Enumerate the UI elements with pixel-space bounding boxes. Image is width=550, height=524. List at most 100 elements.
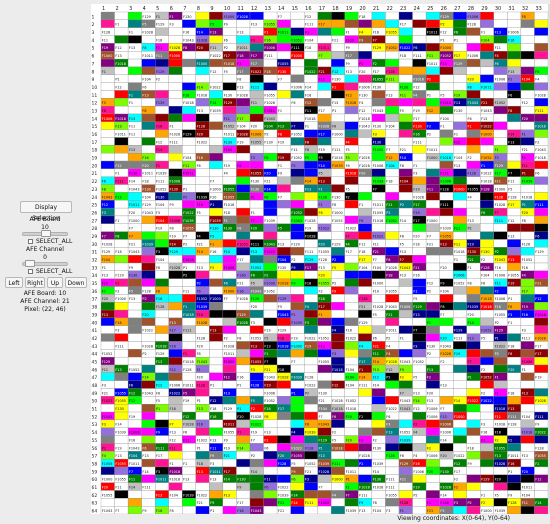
pixel-cell[interactable] (209, 419, 224, 428)
pixel-cell[interactable] (412, 278, 427, 287)
pixel-cell[interactable] (425, 35, 440, 44)
pixel-cell[interactable] (425, 419, 440, 428)
pixel-cell[interactable] (168, 98, 183, 107)
pixel-cell[interactable] (534, 239, 548, 248)
pixel-cell[interactable] (331, 341, 345, 350)
pixel-cell[interactable] (331, 333, 345, 342)
pixel-cell[interactable] (236, 458, 251, 468)
pixel-cell[interactable] (466, 419, 481, 428)
pixel-cell[interactable] (453, 11, 467, 20)
pixel-cell[interactable] (127, 66, 142, 75)
pixel-cell[interactable] (100, 341, 115, 350)
pixel-cell[interactable] (439, 396, 454, 405)
pixel-cell[interactable] (371, 419, 386, 428)
pixel-cell[interactable] (236, 145, 251, 154)
pixel-cell[interactable] (371, 490, 386, 499)
pixel-cell[interactable] (263, 160, 278, 170)
pixel-cell[interactable] (480, 341, 494, 350)
pixel-cell[interactable] (168, 74, 183, 83)
pixel-cell[interactable] (480, 380, 494, 389)
pixel-cell[interactable] (358, 129, 373, 138)
pixel-cell[interactable] (480, 223, 494, 232)
pixel-cell[interactable] (534, 356, 548, 366)
pixel-cell[interactable] (453, 262, 467, 271)
pixel-cell[interactable] (331, 388, 345, 397)
pixel-cell[interactable] (371, 404, 386, 413)
pixel-cell[interactable] (290, 482, 305, 491)
pixel-cell[interactable] (182, 466, 196, 475)
pixel-cell[interactable] (195, 98, 210, 107)
pixel-cell[interactable] (276, 388, 291, 397)
pixel-cell[interactable] (209, 286, 224, 295)
pixel-cell[interactable] (168, 145, 183, 154)
pixel-cell[interactable] (155, 231, 169, 240)
pixel-cell[interactable] (480, 356, 494, 366)
pixel-cell[interactable] (114, 498, 129, 507)
pixel-cell[interactable] (222, 325, 237, 334)
pixel-cell[interactable] (534, 207, 548, 217)
pixel-cell[interactable] (195, 145, 210, 154)
pixel-cell[interactable] (222, 27, 237, 36)
pixel-cell[interactable] (439, 474, 454, 483)
pixel-cell[interactable] (114, 184, 129, 193)
pixel-cell[interactable] (249, 388, 264, 397)
pixel-cell[interactable] (520, 137, 535, 146)
pixel-cell[interactable] (493, 239, 508, 248)
pixel-cell[interactable] (290, 404, 305, 413)
pixel-cell[interactable] (534, 176, 548, 185)
pixel-cell[interactable] (236, 19, 251, 28)
pixel-cell[interactable] (520, 474, 535, 483)
pixel-cell[interactable] (534, 286, 548, 295)
pixel-cell[interactable] (141, 435, 156, 444)
pixel-cell[interactable] (453, 74, 467, 83)
pixel-cell[interactable] (439, 388, 454, 397)
pixel-cell[interactable] (276, 98, 291, 107)
pixel-cell[interactable] (520, 58, 535, 68)
pixel-cell[interactable] (493, 113, 508, 122)
pixel-cell[interactable] (398, 490, 413, 499)
pixel-cell[interactable] (398, 168, 413, 177)
pixel-cell[interactable] (114, 349, 129, 358)
pixel-cell[interactable] (168, 411, 183, 421)
pixel-cell[interactable] (195, 451, 210, 460)
pixel-cell[interactable] (317, 490, 332, 499)
pixel-cell[interactable] (412, 255, 427, 264)
pixel-cell[interactable] (385, 380, 400, 389)
pixel-cell[interactable] (439, 247, 454, 256)
pixel-cell[interactable] (466, 105, 481, 115)
pixel-cell[interactable] (236, 105, 251, 115)
pixel-cell[interactable] (127, 341, 142, 350)
pixel-cell[interactable] (304, 490, 318, 499)
pixel-cell[interactable] (534, 380, 548, 389)
pixel-cell[interactable] (168, 27, 183, 36)
pixel-cell[interactable] (425, 325, 440, 334)
pixel-cell[interactable] (534, 466, 548, 475)
pixel-cell[interactable] (331, 372, 345, 381)
pixel-cell[interactable] (304, 506, 318, 514)
pixel-cell[interactable] (331, 113, 345, 122)
pixel-cell[interactable] (412, 380, 427, 389)
pixel-cell[interactable] (304, 160, 318, 170)
pixel-cell[interactable] (263, 498, 278, 507)
pixel-cell[interactable] (331, 294, 345, 303)
pixel-cell[interactable] (453, 506, 467, 514)
pixel-cell[interactable] (182, 443, 196, 452)
pixel-cell[interactable] (236, 192, 251, 201)
pixel-cell[interactable] (317, 215, 332, 224)
pixel-cell[interactable] (182, 404, 196, 413)
pixel-cell[interactable] (480, 145, 494, 154)
pixel-cell[interactable] (331, 58, 345, 68)
pixel-cell[interactable] (276, 207, 291, 217)
pixel-cell[interactable] (480, 192, 494, 201)
pixel-cell[interactable] (534, 482, 548, 491)
pixel-cell[interactable] (114, 223, 129, 232)
pixel-cell[interactable] (534, 113, 548, 122)
pixel-cell[interactable] (317, 98, 332, 107)
pixel-cell[interactable] (439, 317, 454, 326)
pixel-cell[interactable] (290, 58, 305, 68)
pixel-cell[interactable] (493, 66, 508, 75)
pixel-cell[interactable] (276, 443, 291, 452)
pixel-cell[interactable] (127, 51, 142, 60)
pixel-cell[interactable] (493, 19, 508, 28)
pixel-cell[interactable] (249, 145, 264, 154)
